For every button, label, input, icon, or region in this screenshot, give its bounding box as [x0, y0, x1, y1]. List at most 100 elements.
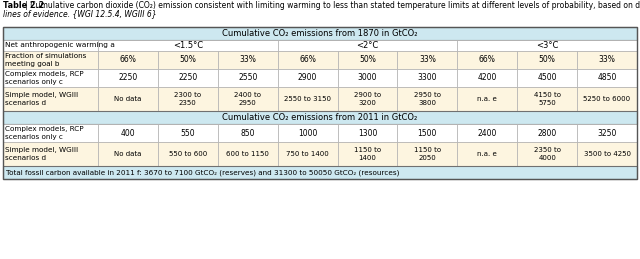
Text: 3000: 3000: [358, 74, 377, 83]
Bar: [458, 87, 517, 111]
Text: 4150 to
5750: 4150 to 5750: [534, 92, 561, 106]
Bar: [397, 69, 458, 87]
Bar: [577, 142, 637, 166]
Bar: [98, 69, 158, 87]
Bar: [337, 142, 397, 166]
Bar: [278, 142, 337, 166]
Text: Fraction of simulations
meeting goal b: Fraction of simulations meeting goal b: [5, 53, 86, 67]
Text: No data: No data: [115, 96, 141, 102]
Text: 33%: 33%: [598, 55, 616, 64]
Text: 2950 to
3800: 2950 to 3800: [414, 92, 441, 106]
Text: 750 to 1400: 750 to 1400: [286, 151, 329, 157]
Text: 1000: 1000: [298, 128, 317, 138]
Bar: [458, 40, 637, 51]
Bar: [98, 124, 158, 142]
Bar: [458, 142, 517, 166]
Bar: [3, 111, 637, 124]
Bar: [278, 124, 337, 142]
Bar: [278, 40, 458, 51]
Bar: [517, 124, 577, 142]
Text: 4200: 4200: [477, 74, 497, 83]
Bar: [517, 87, 577, 111]
Text: 2900: 2900: [298, 74, 317, 83]
Bar: [517, 142, 577, 166]
Text: 550 to 600: 550 to 600: [169, 151, 207, 157]
Bar: [278, 69, 337, 87]
Bar: [98, 51, 158, 69]
Text: n.a. e: n.a. e: [477, 151, 497, 157]
Text: 3300: 3300: [418, 74, 437, 83]
Bar: [337, 87, 397, 111]
Text: 600 to 1150: 600 to 1150: [227, 151, 269, 157]
Bar: [218, 51, 278, 69]
Text: 2550: 2550: [238, 74, 257, 83]
Text: Simple model, WGIII
scenarios d: Simple model, WGIII scenarios d: [5, 92, 78, 106]
Bar: [458, 69, 517, 87]
Text: 2900 to
3200: 2900 to 3200: [354, 92, 381, 106]
Bar: [98, 87, 158, 111]
Bar: [278, 87, 337, 111]
Text: 66%: 66%: [479, 55, 496, 64]
Bar: [218, 69, 278, 87]
Bar: [98, 142, 158, 166]
Text: 3250: 3250: [597, 128, 617, 138]
Text: 1150 to
1400: 1150 to 1400: [354, 147, 381, 161]
Text: 1300: 1300: [358, 128, 377, 138]
Text: 33%: 33%: [419, 55, 436, 64]
Bar: [158, 124, 218, 142]
Text: 66%: 66%: [120, 55, 136, 64]
Text: 50%: 50%: [539, 55, 556, 64]
Text: Net anthropogenic warming a: Net anthropogenic warming a: [5, 42, 115, 48]
Bar: [517, 69, 577, 87]
Bar: [3, 87, 98, 111]
Text: | Cumulative carbon dioxide (CO₂) emission consistent with limiting warming to l: | Cumulative carbon dioxide (CO₂) emissi…: [23, 1, 640, 10]
Text: 2250: 2250: [118, 74, 138, 83]
Bar: [3, 40, 98, 51]
Bar: [3, 166, 637, 179]
Text: <3°C: <3°C: [536, 41, 558, 50]
Text: 4500: 4500: [538, 74, 557, 83]
Text: 1150 to
2050: 1150 to 2050: [414, 147, 441, 161]
Text: Simple model, WGIII
scenarios d: Simple model, WGIII scenarios d: [5, 147, 78, 161]
Text: n.a. e: n.a. e: [477, 96, 497, 102]
Text: lines of evidence. {WGI 12.5.4, WGIII 6}: lines of evidence. {WGI 12.5.4, WGIII 6}: [3, 9, 157, 18]
Text: 400: 400: [120, 128, 135, 138]
Bar: [577, 69, 637, 87]
Bar: [278, 51, 337, 69]
Bar: [218, 87, 278, 111]
Text: 33%: 33%: [239, 55, 256, 64]
Text: 3500 to 4250: 3500 to 4250: [584, 151, 630, 157]
Bar: [3, 27, 637, 179]
Bar: [397, 124, 458, 142]
Text: 2400 to
2950: 2400 to 2950: [234, 92, 261, 106]
Bar: [517, 51, 577, 69]
Text: 1500: 1500: [418, 128, 437, 138]
Text: Cumulative CO₂ emissions from 1870 in GtCO₂: Cumulative CO₂ emissions from 1870 in Gt…: [222, 29, 418, 38]
Text: 2300 to
2350: 2300 to 2350: [174, 92, 202, 106]
Bar: [397, 51, 458, 69]
Text: 5250 to 6000: 5250 to 6000: [584, 96, 630, 102]
Bar: [458, 51, 517, 69]
Text: 2250: 2250: [178, 74, 198, 83]
Text: 50%: 50%: [359, 55, 376, 64]
Bar: [218, 142, 278, 166]
Bar: [397, 87, 458, 111]
Text: Cumulative CO₂ emissions from 2011 in GtCO₂: Cumulative CO₂ emissions from 2011 in Gt…: [222, 113, 418, 122]
Bar: [337, 69, 397, 87]
Text: Table 2.2: Table 2.2: [3, 1, 44, 10]
Text: 550: 550: [180, 128, 195, 138]
Bar: [218, 124, 278, 142]
Text: 2800: 2800: [538, 128, 557, 138]
Bar: [337, 124, 397, 142]
Bar: [3, 124, 98, 142]
Text: 2400: 2400: [477, 128, 497, 138]
Text: 2550 to 3150: 2550 to 3150: [284, 96, 331, 102]
Text: 850: 850: [241, 128, 255, 138]
Bar: [3, 27, 637, 40]
Bar: [397, 142, 458, 166]
Text: Total fossil carbon available in 2011 f: 3670 to 7100 GtCO₂ (reserves) and 31300: Total fossil carbon available in 2011 f:…: [6, 169, 399, 176]
Text: No data: No data: [115, 151, 141, 157]
Bar: [577, 87, 637, 111]
Bar: [98, 40, 278, 51]
Text: 66%: 66%: [299, 55, 316, 64]
